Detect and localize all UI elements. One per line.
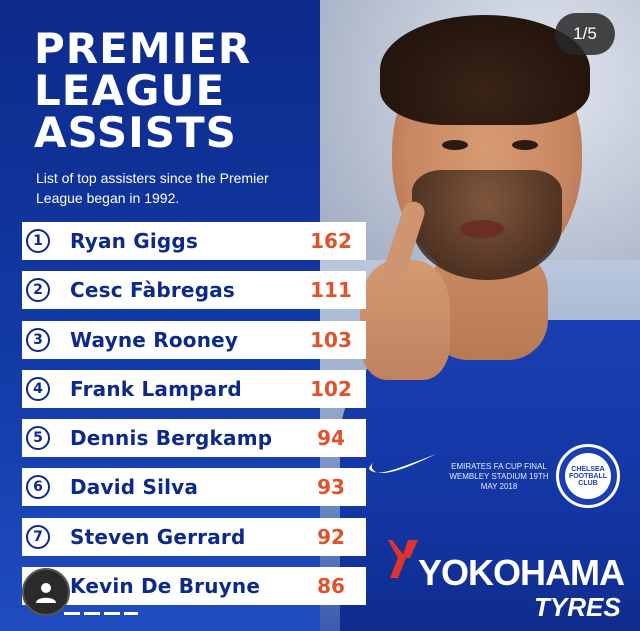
list-item: 4 Frank Lampard 102 [22,369,366,408]
player-name: Steven Gerrard [70,524,246,549]
assist-count: 162 [310,229,352,253]
assists-list: 1 Ryan Giggs 162 2 Cesc Fàbregas 111 3 W… [22,222,366,616]
list-item: 7 Steven Gerrard 92 [22,517,366,556]
player-name: Wayne Rooney [70,327,239,352]
assist-count: 111 [310,278,352,303]
cup-final-text: EMIRATES FA CUP FINAL WEMBLEY STADIUM 19… [449,462,549,491]
player-photo [320,0,640,631]
player-name: Kevin De Bruyne [70,574,261,599]
title-line-1: PREMIER [34,24,252,73]
player-name: David Silva [70,475,199,500]
title-line-2: LEAGUE [34,66,226,115]
player-name: Frank Lampard [70,376,242,401]
player-mouth [460,220,504,238]
sponsor-subtitle: TYRES [534,592,621,622]
rank-badge: 7 [26,524,50,549]
rank-badge: 6 [26,475,50,500]
crest-text: CHELSEA FOOTBALL CLUB [565,453,611,499]
rank-badge: 3 [26,327,50,352]
sponsor-mark-icon [388,540,418,578]
player-name: Dennis Bergkamp [70,426,273,451]
player-hand [360,260,450,380]
list-item: 6 David Silva 93 [22,468,366,507]
rank-badge: 5 [26,426,50,451]
person-icon [36,583,56,603]
title-line-3: ASSISTS [34,108,237,157]
player-name: Ryan Giggs [70,229,199,253]
chelsea-crest-icon: CHELSEA FOOTBALL CLUB [556,444,620,508]
player-right-eye [512,140,538,150]
list-item: 2 Cesc Fàbregas 111 [22,271,366,310]
assist-count: 92 [317,524,345,549]
sponsor-name: YOKOHAMA [418,552,625,593]
player-left-eye [442,140,468,150]
assist-count: 86 [317,574,345,599]
user-avatar-icon[interactable] [22,568,70,616]
assist-count: 94 [317,426,345,451]
page-counter: 1/5 [555,13,615,55]
assist-count: 102 [310,376,352,401]
player-name: Cesc Fàbregas [70,278,236,303]
subtitle: List of top assisters since the Premier … [36,170,269,206]
nike-swoosh-icon [369,454,436,474]
page-title: PREMIER LEAGUE ASSISTS [34,28,251,154]
list-item: Kevin De Bruyne 86 [22,567,366,606]
dashed-divider [64,612,138,615]
list-item: 5 Dennis Bergkamp 94 [22,419,366,458]
list-item: 1 Ryan Giggs 162 [22,222,366,260]
assist-count: 103 [310,327,352,352]
rank-badge: 4 [26,376,50,401]
rank-badge: 1 [26,229,50,253]
rank-badge: 2 [26,278,50,303]
list-item: 3 Wayne Rooney 103 [22,320,366,359]
assist-count: 93 [317,475,345,500]
